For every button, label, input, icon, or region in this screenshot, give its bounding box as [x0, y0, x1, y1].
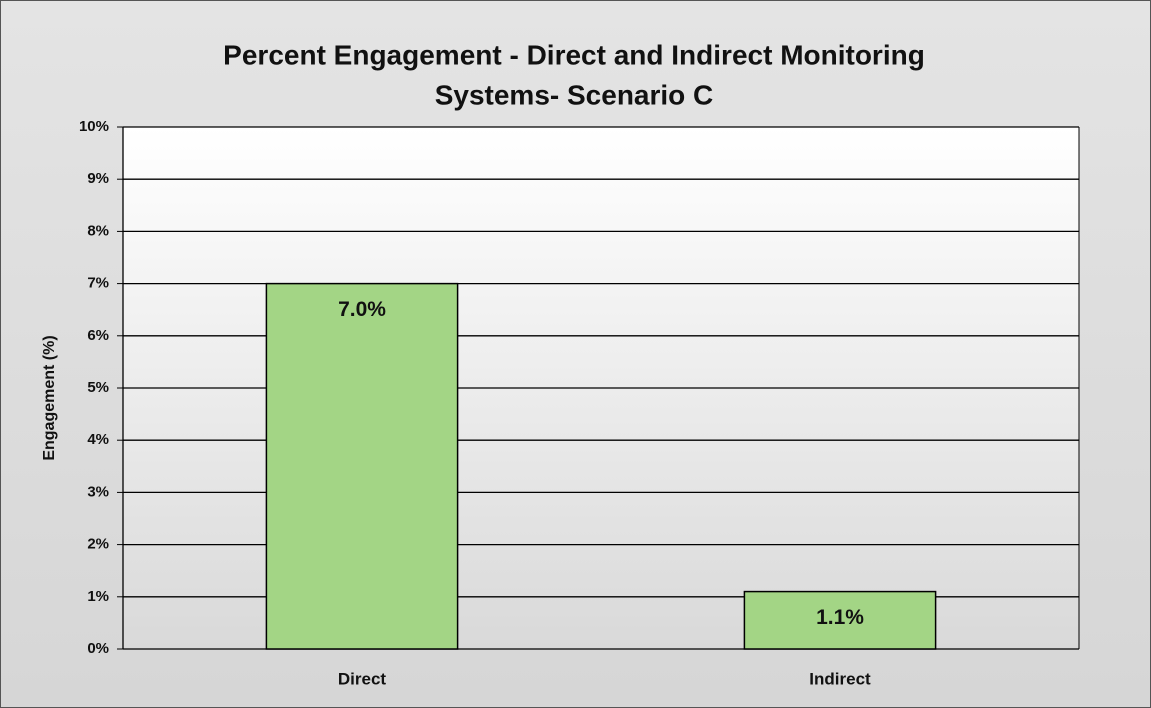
y-tick-label: 5% [87, 379, 109, 396]
bar [743, 590, 937, 650]
chart-title: Systems- Scenario C [435, 79, 714, 110]
y-tick-label: 7% [87, 275, 109, 292]
x-tick-label: Direct [338, 669, 387, 688]
data-label: 1.1% [816, 606, 864, 629]
y-tick-label: 6% [87, 327, 109, 344]
y-tick-label: 0% [87, 640, 109, 657]
bar [265, 282, 459, 650]
chart-title: Percent Engagement - Direct and Indirect… [223, 39, 925, 70]
y-tick-label: 1% [87, 588, 109, 605]
y-tick-label: 8% [87, 222, 109, 239]
y-tick-label: 3% [87, 483, 109, 500]
x-tick-label: Indirect [809, 669, 871, 688]
y-tick-label: 9% [87, 170, 109, 187]
y-tick-label: 4% [87, 431, 109, 448]
y-axis-label: Engagement (%) [41, 335, 58, 460]
y-tick-label: 10% [79, 118, 109, 135]
data-label: 7.0% [338, 298, 386, 321]
y-tick-label: 2% [87, 536, 109, 553]
